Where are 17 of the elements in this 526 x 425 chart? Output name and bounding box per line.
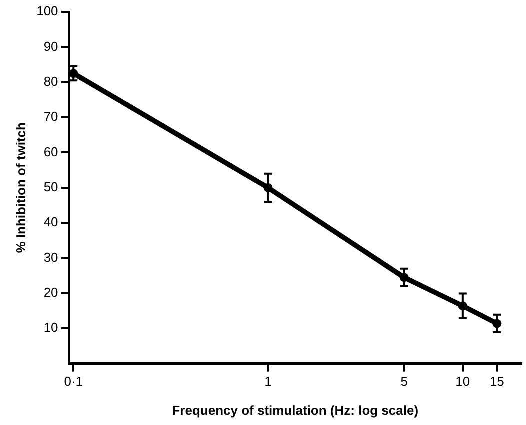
x-tick-label: 0·1 [64,374,84,390]
x-axis-title: Frequency of stimulation (Hz: log scale) [172,402,419,418]
y-axis-title: % Inhibition of twitch [13,122,28,254]
x-tick-label: 15 [490,374,504,390]
y-tick-label: 90 [44,38,58,54]
y-tick-label: 80 [44,74,58,89]
x-tick-label: 1 [264,374,272,390]
x-tick-label: 5 [400,374,408,390]
y-tick-label: 100 [36,4,58,19]
y-tick-label: 50 [44,179,58,194]
y-tick-label: 20 [44,285,58,300]
x-tick-label: 10 [456,374,470,390]
y-tick-label: 40 [44,214,58,230]
y-tick-label: 30 [44,250,58,265]
y-tick-label: 60 [44,144,58,160]
y-tick-label: 10 [44,320,58,336]
y-tick-label: 70 [44,109,58,124]
